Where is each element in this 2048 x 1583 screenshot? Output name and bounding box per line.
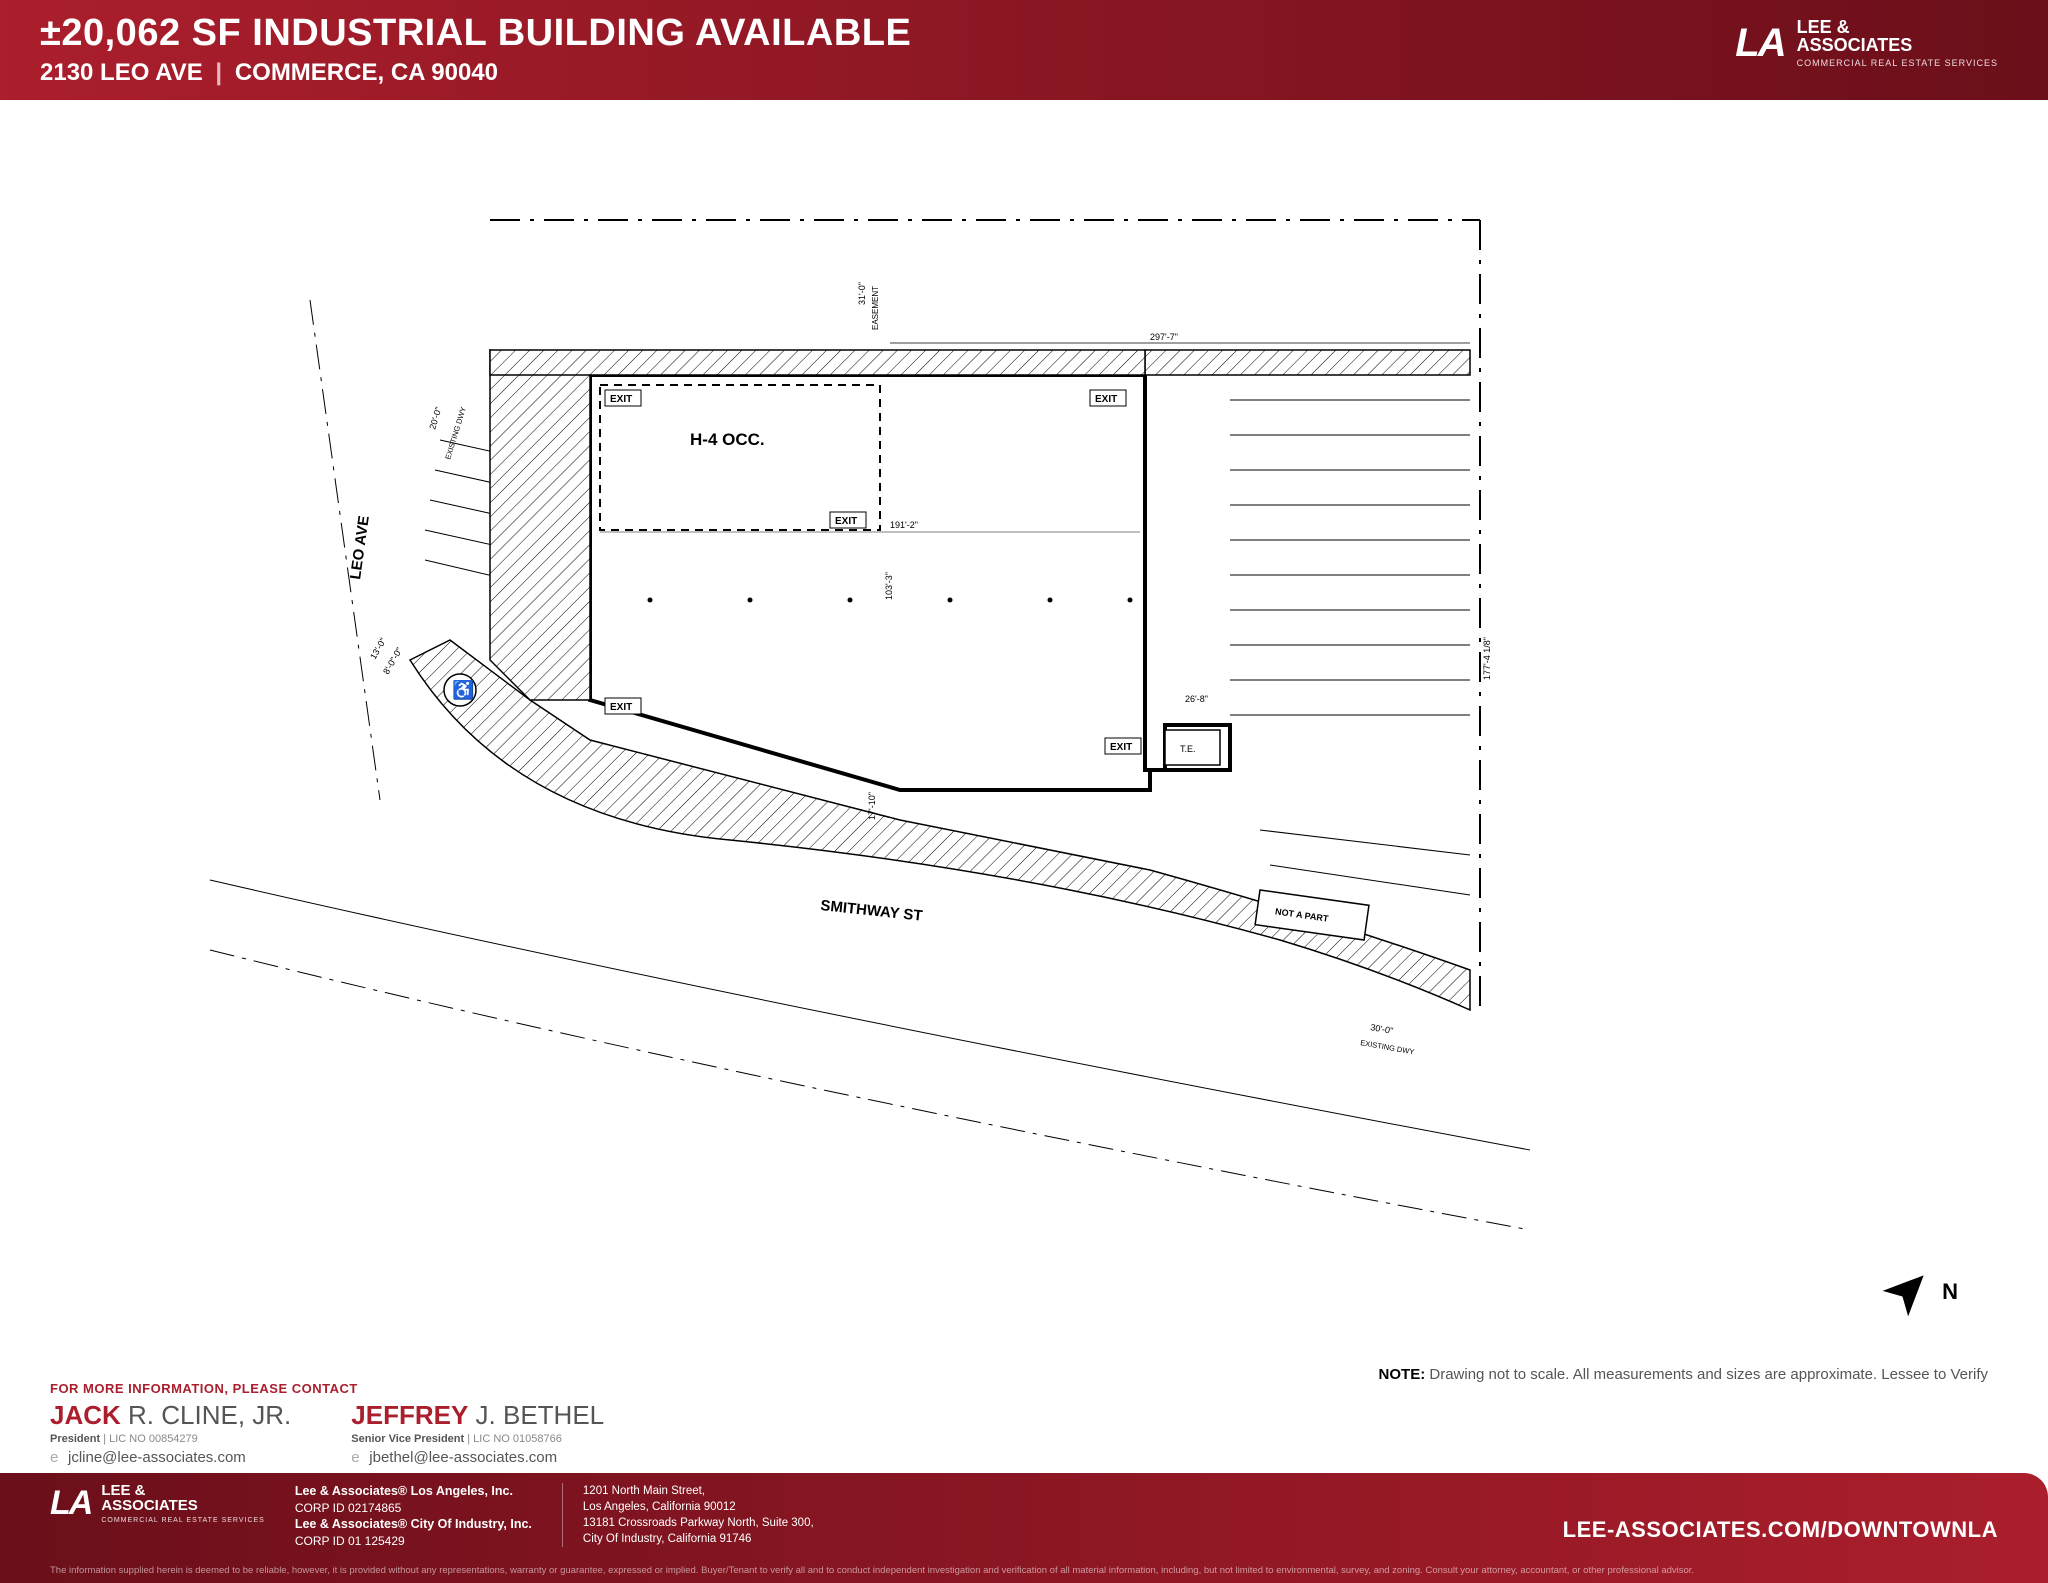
svg-text:103'-3": 103'-3"	[884, 572, 894, 600]
svg-text:17'-10": 17'-10"	[867, 792, 877, 820]
agent-rest: J. BETHEL	[476, 1400, 605, 1430]
address-city: COMMERCE, CA 90040	[235, 59, 498, 86]
brand-line1: LEE &	[1797, 17, 1850, 37]
svg-text:297'-7": 297'-7"	[1150, 332, 1178, 342]
brand-logo-footer: LA LEE &ASSOCIATES COMMERCIAL REAL ESTAT…	[50, 1483, 265, 1524]
svg-text:8'-0"-0": 8'-0"-0"	[381, 646, 404, 676]
svg-text:EXISTING DWY: EXISTING DWY	[443, 406, 468, 461]
occupancy-label: H-4 OCC.	[690, 430, 765, 449]
svg-text:EXISTING DWY: EXISTING DWY	[1360, 1038, 1415, 1056]
footer-url: LEE-ASSOCIATES.COM/DOWNTOWNLA	[1563, 1517, 1998, 1543]
email-key: e	[351, 1449, 363, 1466]
agent-rest: R. CLINE, JR.	[128, 1400, 291, 1430]
svg-text:13'-0": 13'-0"	[368, 636, 388, 661]
svg-text:20'-0": 20'-0"	[427, 406, 443, 431]
agent-first: JACK	[50, 1400, 121, 1430]
brand-mark-icon: LA	[50, 1484, 91, 1523]
agent-email: jbethel@lee-associates.com	[369, 1449, 557, 1466]
svg-text:EXIT: EXIT	[610, 702, 632, 713]
disclaimer-text: The information supplied herein is deeme…	[50, 1565, 1998, 1577]
floor-plan-sheet: H-4 OCC. T.E. EXIT EXIT EXIT EXIT EXIT N…	[30, 100, 2048, 1393]
brand-tagline: COMMERCIAL REAL ESTATE SERVICES	[1797, 58, 1998, 68]
listing-address: 2130 LEO AVE | COMMERCE, CA 90040	[40, 59, 2008, 87]
svg-text:EXIT: EXIT	[1095, 394, 1117, 405]
agent-title: Senior Vice President	[351, 1433, 464, 1445]
header-band: ±20,062 SF INDUSTRIAL BUILDING AVAILABLE…	[0, 0, 2048, 100]
addr1-l1: 1201 North Main Street,	[583, 1485, 705, 1497]
address-separator: |	[215, 59, 222, 86]
corp1-id: CORP ID 02174865	[295, 1501, 402, 1515]
agent-lic: | LIC NO 01058766	[464, 1433, 562, 1445]
corp-ids: Lee & Associates® Los Angeles, Inc. CORP…	[295, 1483, 532, 1549]
street-leo-ave: LEO AVE	[347, 515, 373, 581]
corp2-name: Lee & Associates® City Of Industry, Inc.	[295, 1517, 532, 1531]
svg-text:EXIT: EXIT	[610, 394, 632, 405]
brand-text: LEE &ASSOCIATES COMMERCIAL REAL ESTATE S…	[1797, 18, 1998, 68]
contact-lead: FOR MORE INFORMATION, PLEASE CONTACT	[50, 1381, 1998, 1396]
svg-text:EXIT: EXIT	[1110, 742, 1132, 753]
svg-text:31'-0": 31'-0"	[857, 282, 867, 305]
corp1-name: Lee & Associates® Los Angeles, Inc.	[295, 1484, 513, 1498]
agent-lic: | LIC NO 00854279	[100, 1433, 198, 1445]
agent-email: jcline@lee-associates.com	[68, 1449, 246, 1466]
office-addresses: 1201 North Main Street, Los Angeles, Cal…	[562, 1483, 814, 1547]
brand-tagline: COMMERCIAL REAL ESTATE SERVICES	[101, 1517, 265, 1524]
agent-title: President	[50, 1433, 100, 1445]
corp2-id: CORP ID 01 125429	[295, 1534, 405, 1548]
site-plan-svg: H-4 OCC. T.E. EXIT EXIT EXIT EXIT EXIT N…	[30, 100, 2048, 1393]
north-label: N	[1942, 1279, 1958, 1304]
svg-text:EASEMENT: EASEMENT	[871, 286, 880, 330]
brand-logo-top: LA LEE &ASSOCIATES COMMERCIAL REAL ESTAT…	[1735, 18, 1998, 68]
north-arrow: N	[1876, 1263, 1958, 1323]
svg-text:177'-4 1/8": 177'-4 1/8"	[1482, 637, 1492, 680]
addr1-l2: Los Angeles, California 90012	[583, 1501, 736, 1513]
svg-text:191'-2": 191'-2"	[890, 520, 918, 530]
building-outline	[590, 375, 1230, 790]
agent-first: JEFFREY	[351, 1400, 468, 1430]
brand-mark-icon: LA	[1735, 21, 1784, 66]
addr2-l2: City Of Industry, California 91746	[583, 1533, 752, 1545]
address-street: 2130 LEO AVE	[40, 59, 203, 86]
footer-band: LA LEE &ASSOCIATES COMMERCIAL REAL ESTAT…	[0, 1473, 2048, 1583]
te-label: T.E.	[1180, 744, 1196, 754]
svg-text:EXIT: EXIT	[835, 516, 857, 527]
svg-text:26'-8": 26'-8"	[1185, 694, 1208, 704]
listing-title: ±20,062 SF INDUSTRIAL BUILDING AVAILABLE	[40, 12, 2008, 55]
brand-line2: ASSOCIATES	[101, 1497, 197, 1514]
brand-line2: ASSOCIATES	[1797, 35, 1913, 55]
ada-icon: ♿	[452, 679, 474, 700]
street-smithway: SMITHWAY ST	[820, 897, 924, 925]
addr2-l1: 13181 Crossroads Parkway North, Suite 30…	[583, 1517, 814, 1529]
email-key: e	[50, 1449, 62, 1466]
svg-text:30'-0": 30'-0"	[1370, 1022, 1394, 1036]
